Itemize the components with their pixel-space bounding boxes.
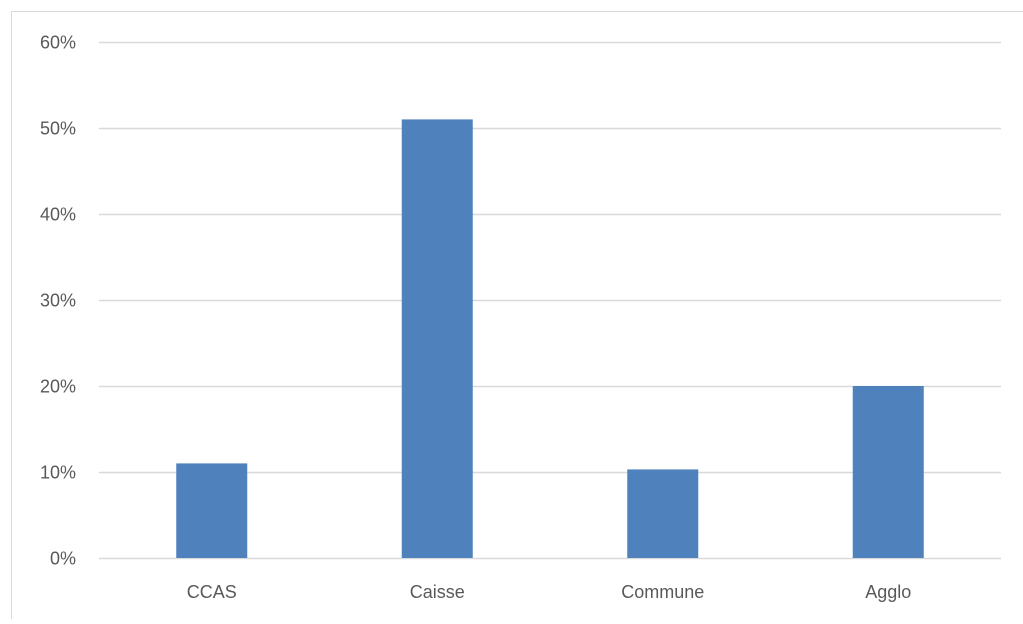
x-tick-label: Agglo	[865, 582, 911, 602]
bar-caisse	[402, 119, 473, 558]
y-tick-label: 10%	[40, 463, 76, 483]
y-tick-label: 60%	[40, 33, 76, 53]
bar-ccas	[176, 463, 247, 558]
y-tick-label: 40%	[40, 205, 76, 225]
y-tick-label: 0%	[50, 549, 76, 569]
y-tick-label: 50%	[40, 119, 76, 139]
bar-commune	[627, 469, 698, 558]
x-tick-label: CCAS	[187, 582, 237, 602]
x-tick-label: Commune	[621, 582, 704, 602]
y-tick-label: 30%	[40, 291, 76, 311]
y-tick-label: 20%	[40, 377, 76, 397]
bar-agglo	[853, 386, 924, 558]
x-tick-label: Caisse	[410, 582, 465, 602]
